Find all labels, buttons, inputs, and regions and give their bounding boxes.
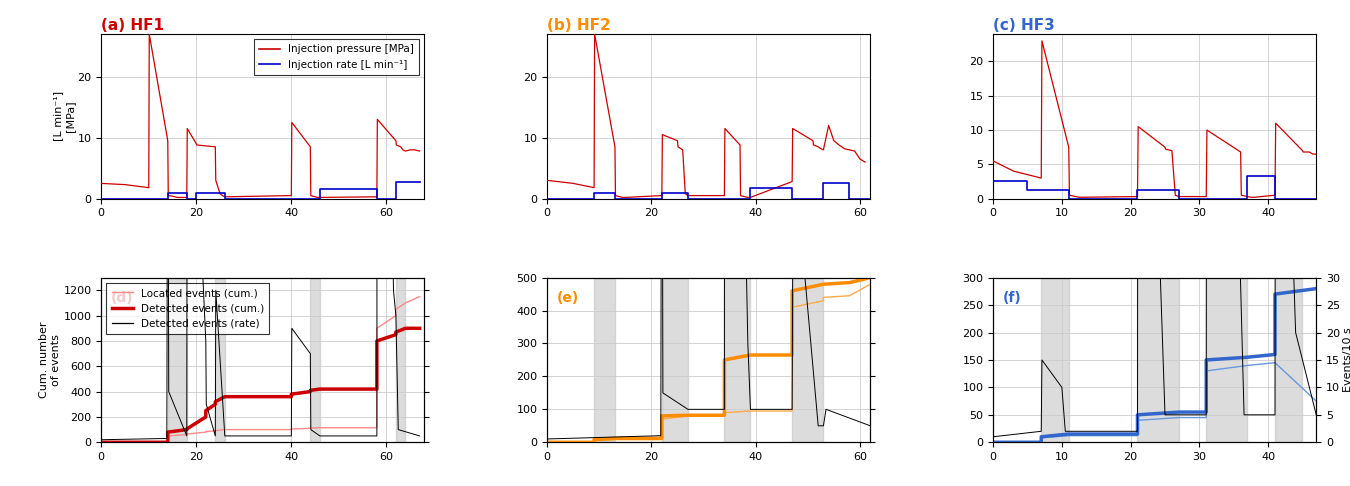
Text: (f): (f) [1003,291,1022,305]
Bar [396,278,405,442]
Legend: Injection pressure [MPa], Injection rate [L min⁻¹]: Injection pressure [MPa], Injection rate… [254,39,420,75]
Legend: Located events (cum.), Detected events (cum.), Detected events (rate): Located events (cum.), Detected events (… [107,283,269,334]
Text: (b) HF2: (b) HF2 [547,18,612,33]
Bar [725,278,751,442]
Text: (e): (e) [556,291,579,305]
Text: (c) HF3: (c) HF3 [994,18,1054,33]
Y-axis label: [L min⁻¹]
[MPa]: [L min⁻¹] [MPa] [53,91,74,141]
Y-axis label: Events/10 s: Events/10 s [1343,328,1350,392]
Bar [1207,278,1247,442]
Text: (a) HF1: (a) HF1 [101,18,165,33]
Bar [1138,278,1179,442]
Bar [594,278,616,442]
Bar [215,278,225,442]
Bar [662,278,688,442]
Bar [310,278,320,442]
Bar [1041,278,1069,442]
Bar [792,278,824,442]
Bar [1274,278,1303,442]
Text: (d): (d) [111,291,134,305]
Y-axis label: Cum. number
of events: Cum. number of events [39,322,61,398]
Bar [167,278,186,442]
